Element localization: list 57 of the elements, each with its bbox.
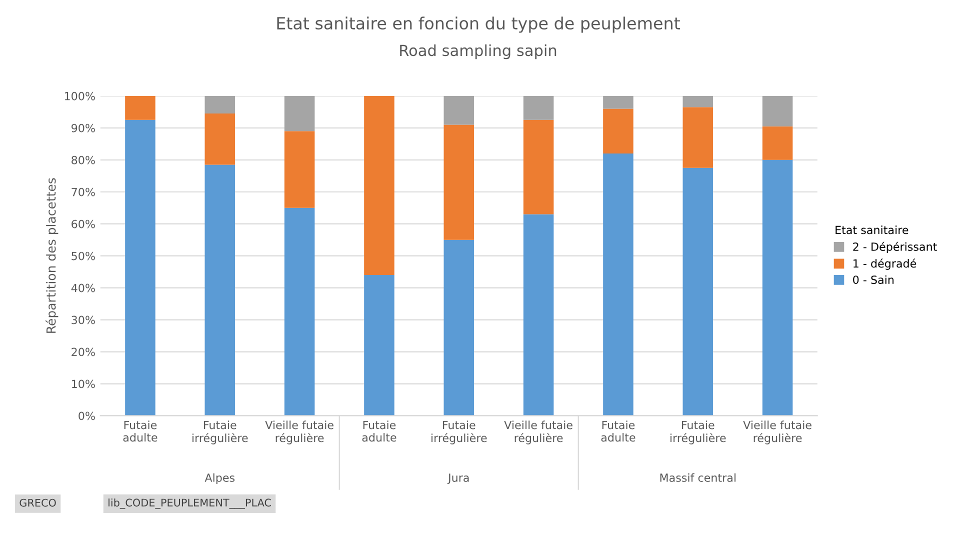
bar: [762, 160, 793, 416]
bar: [284, 96, 315, 132]
bar: [284, 208, 315, 416]
bar: [444, 124, 474, 240]
y-tick-label: 70%: [72, 188, 95, 196]
y-tick-label: 20%: [72, 348, 95, 356]
bar: [682, 107, 714, 168]
legend-label: 2 - Dépérissant: [853, 242, 937, 254]
bar: [284, 131, 315, 208]
legend-title: Etat sanitaire: [836, 226, 908, 234]
x-tick-label: Futaie irrégulière: [670, 420, 726, 444]
y-tick-label: 60%: [72, 220, 95, 228]
bar: [204, 164, 236, 416]
y-tick-label: 10%: [72, 380, 95, 388]
bar: [444, 96, 474, 125]
bar: [523, 214, 554, 416]
chart-subtitle: Road sampling sapin: [400, 44, 556, 60]
bar: [444, 240, 474, 416]
legend-label: 0 - Sain: [853, 275, 894, 284]
bar: [603, 154, 634, 416]
bar: [682, 96, 714, 108]
x-tick-label: Vieille futaie régulière: [265, 420, 334, 444]
text: Jura: [447, 474, 469, 484]
bar: [125, 120, 156, 416]
x-tick-label: Futaie adulte: [601, 420, 636, 442]
y-tick-label: 100%: [64, 92, 95, 100]
y-tick-label: 0%: [78, 412, 95, 420]
x-tick-label: Futaie adulte: [123, 420, 158, 442]
bar: [125, 96, 156, 120]
bar: [364, 275, 394, 416]
bar: [204, 114, 236, 165]
y-axis-title: Répartition des placettes: [46, 178, 58, 333]
y-tick-label: 50%: [72, 252, 95, 260]
y-tick-label: 80%: [72, 156, 95, 164]
y-tick-label: 90%: [72, 124, 95, 132]
bar: [204, 96, 236, 114]
text: lib_CODE_PEUPLEMENT___PLAC: [108, 498, 271, 509]
legend-label: 1 - dégradé: [854, 258, 916, 270]
bar: [523, 120, 554, 214]
text: GRECO: [20, 498, 56, 507]
bar: [603, 96, 634, 109]
bar: [762, 126, 793, 160]
x-tick-label: Futaie irrégulière: [431, 420, 487, 444]
x-tick-label: Vieille futaie régulière: [504, 420, 572, 444]
x-tick-label: Vieille futaie régulière: [743, 420, 812, 444]
bar: [523, 96, 554, 120]
text: Alpes: [204, 473, 235, 484]
y-tick-label: 30%: [72, 316, 95, 324]
bar: [682, 168, 714, 416]
bar: [762, 96, 793, 126]
bar: [364, 96, 394, 276]
x-tick-label: Futaie adulte: [362, 420, 396, 442]
y-tick-label: 40%: [71, 284, 95, 292]
bar: [603, 108, 634, 154]
x-tick-label: Futaie irrégulière: [192, 420, 248, 444]
text: Massif central: [660, 473, 736, 482]
chart-title: Etat sanitaire en foncion du type de peuplement: [277, 16, 680, 33]
